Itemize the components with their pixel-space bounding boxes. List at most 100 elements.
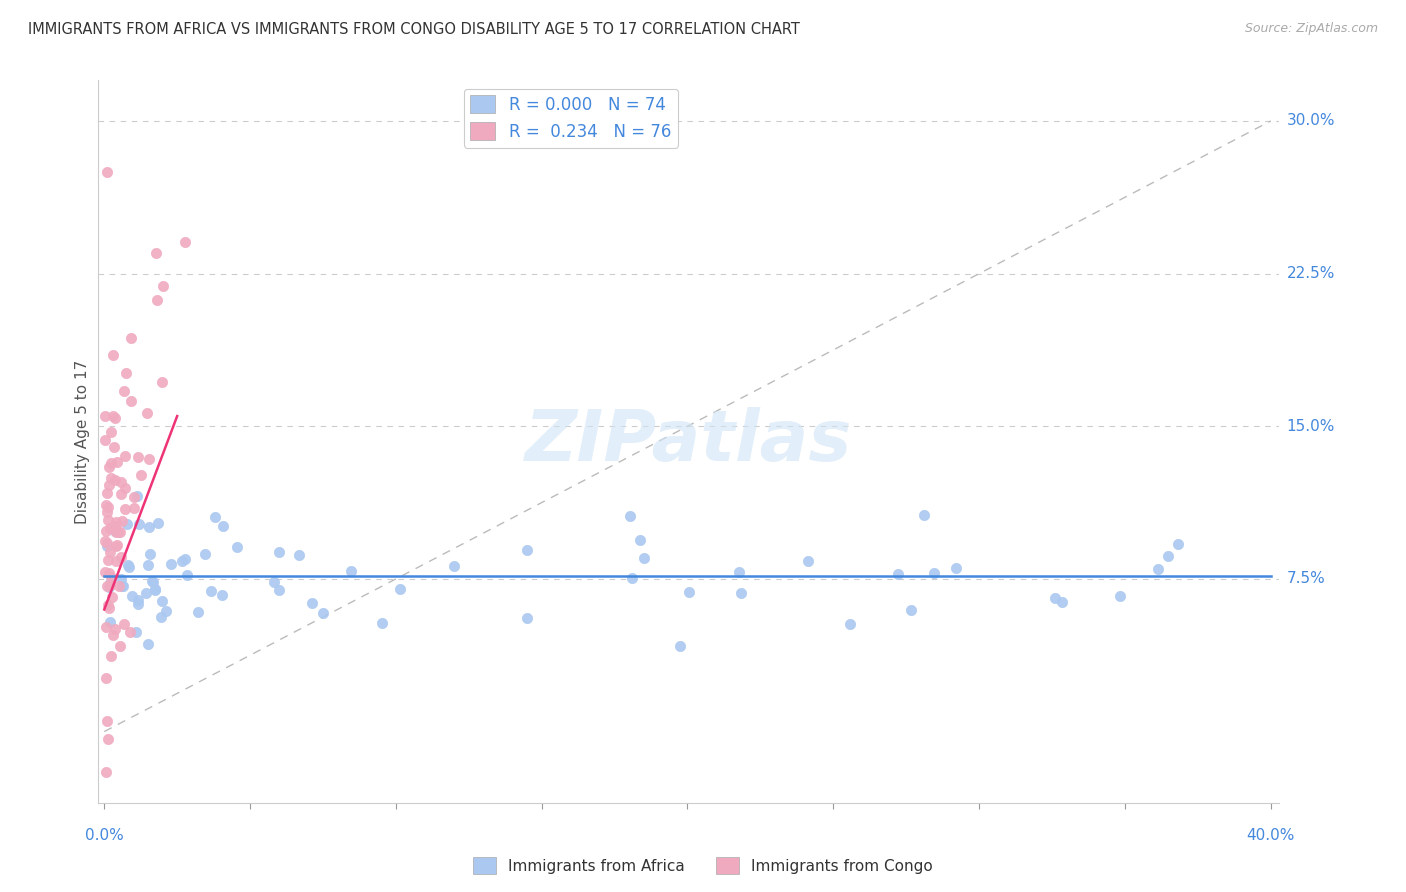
Point bbox=[108, 639, 131, 653]
Point bbox=[887, 567, 910, 582]
Point bbox=[204, 509, 226, 524]
Point bbox=[96, 714, 118, 729]
Point bbox=[136, 558, 159, 572]
Point bbox=[96, 535, 118, 549]
Point bbox=[152, 375, 174, 389]
Point bbox=[127, 597, 149, 611]
Point bbox=[112, 579, 135, 593]
Point bbox=[922, 566, 945, 581]
Point bbox=[1147, 561, 1170, 575]
Point bbox=[94, 524, 117, 538]
Point bbox=[104, 524, 127, 539]
Point bbox=[155, 604, 177, 618]
Point bbox=[115, 366, 138, 380]
Point bbox=[211, 588, 233, 602]
Text: 40.0%: 40.0% bbox=[1247, 828, 1295, 843]
Point bbox=[94, 409, 117, 424]
Point bbox=[146, 293, 169, 307]
Point bbox=[107, 525, 129, 540]
Point bbox=[100, 648, 122, 663]
Point bbox=[110, 487, 132, 501]
Point bbox=[269, 582, 291, 597]
Point bbox=[98, 545, 121, 559]
Point bbox=[97, 566, 120, 581]
Point bbox=[110, 573, 132, 587]
Point bbox=[371, 615, 394, 630]
Point bbox=[101, 591, 124, 605]
Point bbox=[728, 566, 751, 580]
Point bbox=[112, 384, 135, 398]
Point bbox=[94, 671, 117, 685]
Point bbox=[226, 540, 249, 554]
Point bbox=[312, 606, 335, 620]
Point bbox=[94, 566, 117, 580]
Point bbox=[105, 539, 128, 553]
Text: 0.0%: 0.0% bbox=[84, 828, 124, 843]
Point bbox=[97, 601, 120, 615]
Point bbox=[174, 235, 197, 249]
Point bbox=[110, 475, 132, 489]
Point bbox=[212, 519, 235, 533]
Point bbox=[97, 460, 120, 475]
Point bbox=[125, 624, 148, 639]
Point bbox=[108, 525, 131, 540]
Point bbox=[138, 519, 160, 533]
Point bbox=[200, 584, 222, 599]
Point bbox=[97, 598, 120, 612]
Point bbox=[98, 578, 121, 592]
Point bbox=[110, 550, 132, 565]
Point bbox=[269, 545, 291, 559]
Point bbox=[127, 489, 149, 503]
Point bbox=[139, 547, 162, 561]
Point bbox=[105, 455, 128, 469]
Point bbox=[797, 554, 820, 568]
Point bbox=[141, 574, 163, 588]
Point bbox=[104, 474, 127, 488]
Point bbox=[120, 624, 142, 639]
Point bbox=[97, 500, 120, 514]
Point bbox=[94, 433, 117, 447]
Point bbox=[103, 409, 125, 423]
Point bbox=[633, 551, 655, 566]
Point bbox=[122, 501, 145, 516]
Point bbox=[104, 539, 127, 553]
Point bbox=[98, 615, 121, 629]
Point bbox=[136, 637, 159, 651]
Point bbox=[114, 501, 136, 516]
Legend: Immigrants from Africa, Immigrants from Congo: Immigrants from Africa, Immigrants from … bbox=[467, 851, 939, 880]
Point bbox=[96, 539, 118, 553]
Text: IMMIGRANTS FROM AFRICA VS IMMIGRANTS FROM CONGO DISABILITY AGE 5 TO 17 CORRELATI: IMMIGRANTS FROM AFRICA VS IMMIGRANTS FRO… bbox=[28, 22, 800, 37]
Y-axis label: Disability Age 5 to 17: Disability Age 5 to 17 bbox=[75, 359, 90, 524]
Point bbox=[105, 554, 128, 568]
Point bbox=[388, 582, 411, 597]
Point bbox=[105, 516, 128, 530]
Point bbox=[115, 517, 138, 532]
Point bbox=[142, 574, 165, 589]
Point bbox=[101, 348, 124, 362]
Point bbox=[120, 394, 142, 409]
Point bbox=[619, 508, 641, 523]
Point bbox=[111, 579, 134, 593]
Point bbox=[114, 481, 136, 495]
Point bbox=[94, 499, 117, 513]
Point bbox=[288, 548, 311, 562]
Point bbox=[98, 575, 121, 590]
Point bbox=[96, 486, 118, 500]
Point bbox=[1045, 591, 1067, 605]
Point bbox=[149, 610, 172, 624]
Point bbox=[105, 524, 128, 539]
Point bbox=[96, 165, 118, 179]
Point bbox=[96, 732, 118, 747]
Point bbox=[104, 519, 127, 533]
Point bbox=[104, 410, 127, 425]
Point bbox=[152, 278, 174, 293]
Point bbox=[100, 425, 122, 440]
Point bbox=[118, 559, 141, 574]
Point bbox=[678, 585, 700, 599]
Point bbox=[117, 558, 139, 573]
Point bbox=[628, 533, 651, 548]
Text: 30.0%: 30.0% bbox=[1286, 113, 1334, 128]
Point bbox=[128, 516, 150, 531]
Point bbox=[145, 246, 167, 260]
Point bbox=[96, 765, 118, 780]
